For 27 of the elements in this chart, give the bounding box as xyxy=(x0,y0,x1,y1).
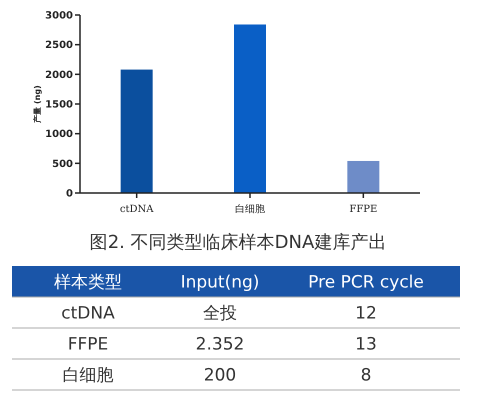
bar xyxy=(120,70,153,193)
text: 全投 xyxy=(203,304,237,324)
y-tick-label: 0 xyxy=(66,188,74,200)
text: 白细胞 xyxy=(62,366,114,386)
text: ctDNA xyxy=(61,304,116,324)
text: 8 xyxy=(360,366,372,386)
text: Input(ng) xyxy=(180,272,260,292)
y-axis-title: 产量 (ng) xyxy=(33,85,42,124)
caption: 图2. 不同类型临床样本DNA建库产出 xyxy=(90,232,386,253)
text: 样本类型 xyxy=(54,272,122,292)
y-tick-label: 2000 xyxy=(45,70,74,81)
text: 2.352 xyxy=(196,334,244,354)
y-tick-label: 500 xyxy=(52,158,74,170)
x-tick-label: FFPE xyxy=(349,204,378,215)
text: 12 xyxy=(355,304,377,324)
text: 13 xyxy=(355,334,377,354)
y-tick-label: 1000 xyxy=(45,129,74,140)
x-tick-label: 白细胞 xyxy=(235,203,265,215)
bar xyxy=(234,24,266,193)
text: 200 xyxy=(204,366,236,386)
y-tick-label: 2500 xyxy=(45,40,74,52)
text: Pre PCR cycle xyxy=(308,272,424,292)
bar xyxy=(347,160,380,193)
y-tick-label: 3000 xyxy=(45,10,74,22)
x-tick-label: ctDNA xyxy=(120,204,154,215)
text: FFPE xyxy=(68,334,108,354)
y-tick-label: 1500 xyxy=(45,100,74,110)
